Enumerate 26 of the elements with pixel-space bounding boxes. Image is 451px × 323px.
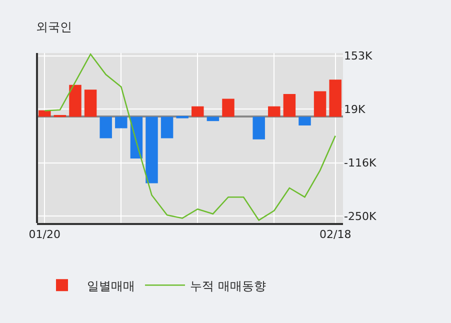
- legend-label: 일별매매: [87, 278, 135, 293]
- x-tick-label: 02/18: [320, 228, 352, 242]
- y-tick-label: 19K: [344, 102, 366, 116]
- bar: [100, 116, 112, 138]
- bar: [222, 98, 234, 117]
- bar: [160, 116, 174, 138]
- bar: [38, 110, 51, 117]
- bar: [283, 94, 296, 117]
- y-tick-label: -116K: [344, 156, 377, 170]
- bar: [252, 116, 265, 140]
- x-tick-label: 01/20: [28, 228, 60, 242]
- bar: [206, 116, 220, 122]
- bar: [329, 80, 342, 117]
- y-tick-label: -250K: [344, 210, 377, 224]
- bar: [115, 116, 128, 128]
- legend-label: 누적 매매동향: [190, 278, 266, 293]
- bar: [314, 91, 326, 117]
- bar: [84, 90, 97, 117]
- y-tick-label: 153K: [344, 50, 373, 63]
- chart-title: 외국인: [36, 20, 72, 34]
- bar: [192, 106, 204, 117]
- line-series: [44, 54, 336, 221]
- bar: [268, 106, 280, 117]
- bar: [69, 84, 82, 117]
- bar: [298, 116, 311, 126]
- bar: [146, 116, 158, 184]
